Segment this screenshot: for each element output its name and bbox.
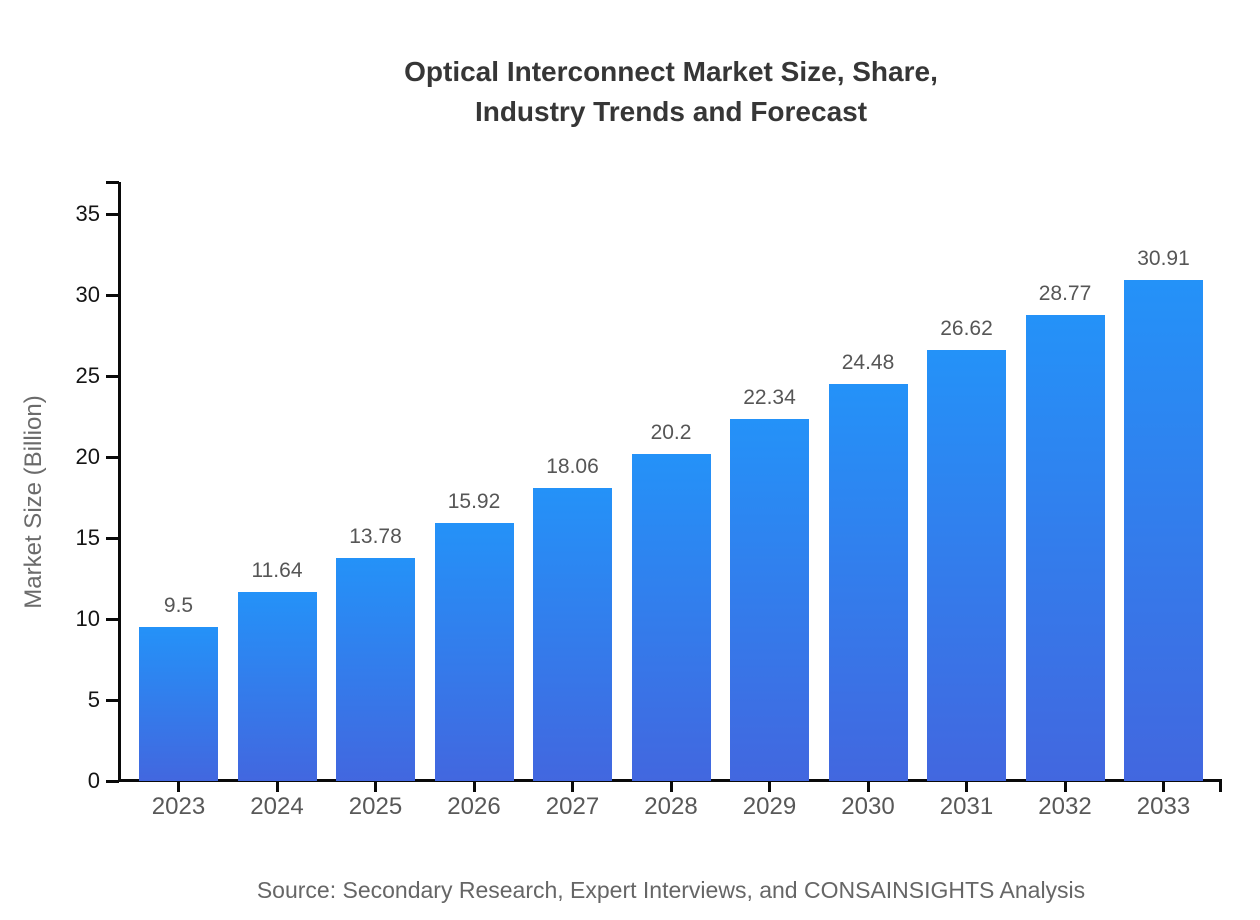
- x-tick: [571, 781, 574, 792]
- bar-value-label: 15.92: [447, 490, 501, 514]
- y-tick: [106, 374, 119, 378]
- bar: [336, 557, 415, 781]
- bar: [927, 349, 1006, 781]
- y-tick-label: 35: [75, 201, 100, 226]
- chart-title: Optical Interconnect Market Size, Share,…: [120, 52, 1222, 132]
- bar: [1124, 280, 1203, 781]
- bar: [1025, 314, 1105, 781]
- x-tick: [472, 781, 476, 792]
- y-tick-label: 0: [87, 768, 100, 793]
- bar: [139, 627, 218, 781]
- bar-value-label: 20.2: [650, 420, 692, 444]
- y-tick-label: 5: [87, 687, 100, 712]
- x-tick-label: 2028: [644, 793, 698, 820]
- x-tick-label: 2029: [742, 793, 797, 820]
- x-tick: [669, 781, 673, 792]
- bar: [533, 488, 612, 781]
- bar: [828, 384, 908, 781]
- bar-value-label: 26.62: [940, 316, 993, 340]
- bar-value-label: 30.91: [1137, 247, 1190, 271]
- bar-value-label: 11.64: [251, 559, 303, 583]
- chart-title-line1: Optical Interconnect Market Size, Share,: [404, 56, 938, 87]
- x-tick-label: 2032: [1038, 793, 1092, 820]
- y-tick-label: 20: [75, 444, 100, 469]
- x-tick-label: 2024: [250, 793, 304, 820]
- x-tick-label: 2027: [545, 793, 600, 820]
- x-tick: [177, 781, 180, 792]
- y-tick-label: 25: [75, 363, 100, 388]
- x-tick: [1063, 781, 1067, 792]
- y-tick: [106, 617, 119, 621]
- x-tick-label: 2031: [939, 793, 994, 820]
- y-tick: [106, 779, 119, 783]
- x-tick: [866, 781, 870, 792]
- y-tick: [106, 212, 119, 216]
- bar-value-label: 28.77: [1038, 281, 1092, 305]
- bar-value-label: 13.78: [349, 524, 402, 548]
- y-axis-cap-tick: [106, 180, 119, 184]
- x-tick-label: 2026: [447, 793, 501, 820]
- x-tick: [374, 781, 377, 792]
- bar-value-label: 9.5: [163, 594, 194, 618]
- y-tick-label: 10: [75, 606, 100, 631]
- y-axis-line: [118, 182, 121, 782]
- x-tick: [768, 781, 771, 792]
- x-tick-label: 2023: [151, 793, 206, 820]
- bar: [730, 419, 809, 781]
- x-tick: [1162, 781, 1165, 792]
- bar-value-label: 22.34: [743, 386, 796, 410]
- y-tick: [106, 698, 119, 702]
- y-tick-label: 15: [75, 525, 100, 550]
- y-tick: [106, 293, 119, 297]
- x-tick-label: 2033: [1136, 793, 1191, 820]
- y-tick: [106, 455, 119, 459]
- bar: [434, 523, 514, 781]
- x-tick-label: 2025: [348, 793, 403, 820]
- x-tick: [275, 781, 279, 792]
- bar: [631, 453, 711, 781]
- y-tick: [106, 536, 119, 540]
- bar-value-label: 18.06: [546, 455, 599, 479]
- x-tick-label: 2030: [841, 793, 895, 820]
- x-tick: [965, 781, 968, 792]
- bar-value-label: 24.48: [841, 351, 895, 375]
- x-axis-end-tick: [1219, 781, 1222, 792]
- chart-title-line2: Industry Trends and Forecast: [474, 96, 868, 127]
- y-tick-label: 30: [75, 282, 100, 307]
- source-note: Source: Secondary Research, Expert Inter…: [256, 877, 1086, 903]
- bar: [237, 592, 317, 781]
